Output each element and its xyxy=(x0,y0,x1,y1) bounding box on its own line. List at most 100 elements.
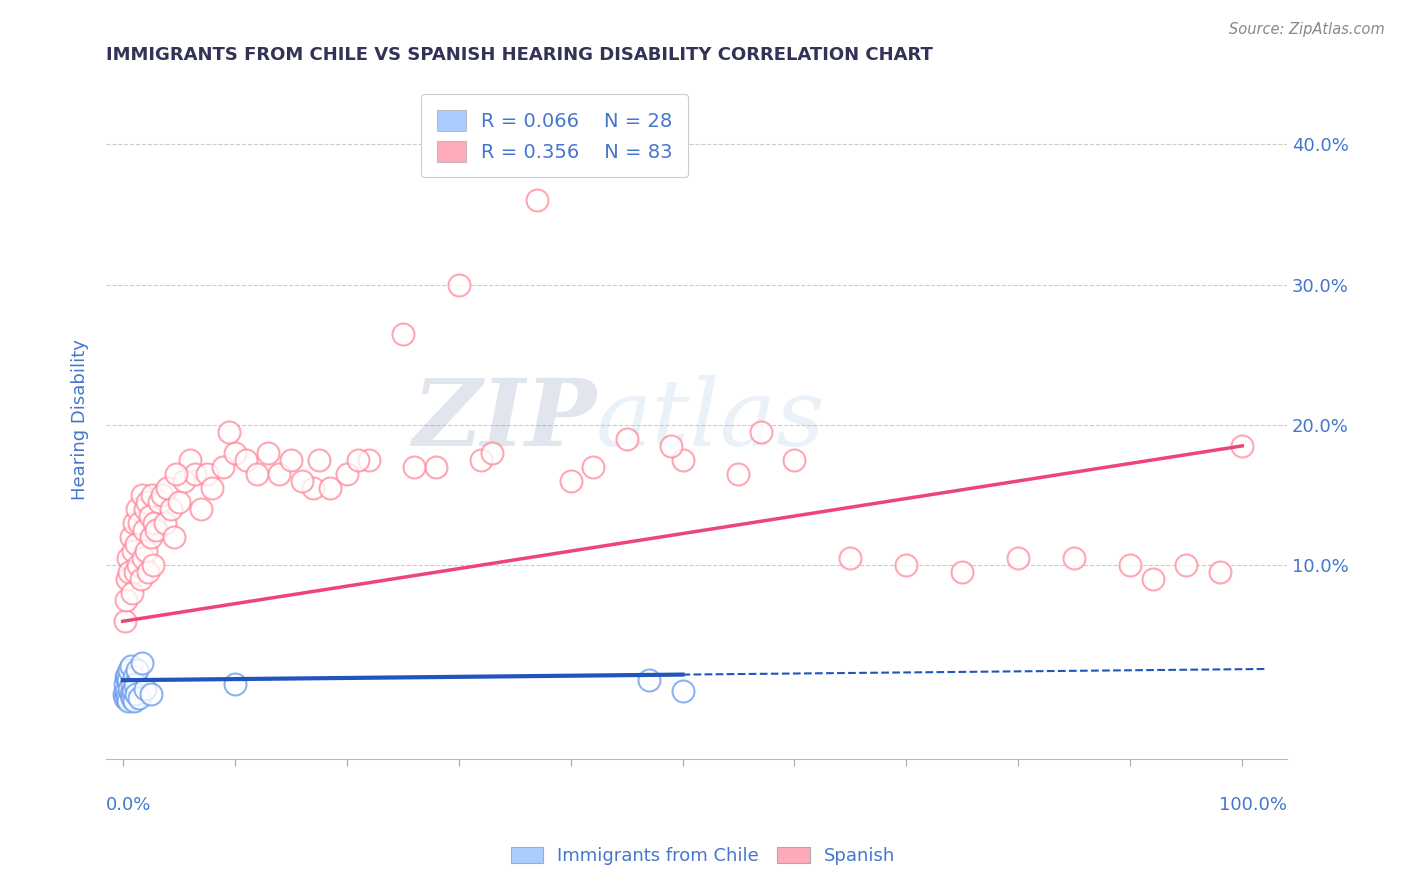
Point xyxy=(160,502,183,516)
Point xyxy=(201,481,224,495)
Point xyxy=(246,467,269,481)
Point xyxy=(727,467,749,481)
Point xyxy=(492,151,515,165)
Point xyxy=(139,687,162,701)
Point xyxy=(402,459,425,474)
Point xyxy=(950,565,973,579)
Point xyxy=(125,537,148,551)
Point xyxy=(195,467,218,481)
Point xyxy=(121,684,143,698)
Point xyxy=(120,687,142,701)
Point xyxy=(121,677,143,691)
Point xyxy=(112,687,135,701)
Point xyxy=(121,691,143,706)
Point xyxy=(122,694,145,708)
Point xyxy=(173,474,195,488)
Point xyxy=(156,481,179,495)
Point xyxy=(749,425,772,439)
Point xyxy=(115,667,138,681)
Point xyxy=(155,516,177,530)
Point xyxy=(302,481,325,495)
Point xyxy=(118,681,141,696)
Point xyxy=(638,673,661,688)
Point xyxy=(115,690,138,704)
Point xyxy=(132,523,155,537)
Point xyxy=(141,488,163,502)
Point xyxy=(235,453,257,467)
Point xyxy=(114,614,136,628)
Point xyxy=(319,481,342,495)
Point xyxy=(165,467,187,481)
Point xyxy=(134,681,156,696)
Point xyxy=(135,544,157,558)
Point xyxy=(114,691,136,706)
Point xyxy=(167,495,190,509)
Point xyxy=(128,516,150,530)
Point xyxy=(134,502,156,516)
Legend: Immigrants from Chile, Spanish: Immigrants from Chile, Spanish xyxy=(503,839,903,872)
Point xyxy=(120,659,142,673)
Point xyxy=(1209,565,1232,579)
Point xyxy=(671,453,693,467)
Point xyxy=(391,326,413,341)
Point xyxy=(425,459,447,474)
Point xyxy=(128,691,150,706)
Point xyxy=(136,495,159,509)
Text: 100.0%: 100.0% xyxy=(1219,796,1286,814)
Text: ZIP: ZIP xyxy=(412,375,596,465)
Y-axis label: Hearing Disability: Hearing Disability xyxy=(72,340,89,500)
Point xyxy=(124,677,146,691)
Point xyxy=(117,673,139,688)
Point xyxy=(131,488,153,502)
Point xyxy=(1063,551,1085,566)
Point xyxy=(280,453,302,467)
Point xyxy=(896,558,918,573)
Point xyxy=(218,425,240,439)
Point xyxy=(118,565,141,579)
Point xyxy=(357,453,380,467)
Point xyxy=(143,516,166,530)
Point xyxy=(257,446,280,460)
Point xyxy=(139,530,162,544)
Point xyxy=(526,194,548,208)
Point xyxy=(122,670,145,684)
Point xyxy=(1175,558,1198,573)
Point xyxy=(142,558,165,573)
Point xyxy=(131,657,153,671)
Point xyxy=(150,488,173,502)
Text: Source: ZipAtlas.com: Source: ZipAtlas.com xyxy=(1229,22,1385,37)
Point xyxy=(138,509,160,524)
Point xyxy=(121,544,143,558)
Point xyxy=(118,664,141,678)
Point xyxy=(224,677,246,691)
Point xyxy=(115,670,138,684)
Point xyxy=(179,453,201,467)
Point xyxy=(124,565,146,579)
Point xyxy=(336,467,359,481)
Point xyxy=(481,446,503,460)
Point xyxy=(122,516,145,530)
Point xyxy=(115,684,138,698)
Point xyxy=(127,664,149,678)
Point xyxy=(212,459,235,474)
Point xyxy=(1119,558,1142,573)
Point xyxy=(129,572,152,586)
Text: atlas: atlas xyxy=(596,375,825,465)
Text: IMMIGRANTS FROM CHILE VS SPANISH HEARING DISABILITY CORRELATION CHART: IMMIGRANTS FROM CHILE VS SPANISH HEARING… xyxy=(105,46,932,64)
Point xyxy=(127,558,149,573)
Point xyxy=(117,551,139,566)
Point xyxy=(224,446,246,460)
Point xyxy=(115,572,138,586)
Point xyxy=(616,432,638,446)
Point xyxy=(783,453,806,467)
Point xyxy=(447,277,470,292)
Point xyxy=(127,502,149,516)
Point xyxy=(839,551,862,566)
Point xyxy=(346,453,368,467)
Legend: R = 0.066    N = 28, R = 0.356    N = 83: R = 0.066 N = 28, R = 0.356 N = 83 xyxy=(420,95,689,178)
Point xyxy=(1142,572,1164,586)
Point xyxy=(115,593,138,607)
Point xyxy=(125,687,148,701)
Point xyxy=(138,565,160,579)
Point xyxy=(184,467,207,481)
